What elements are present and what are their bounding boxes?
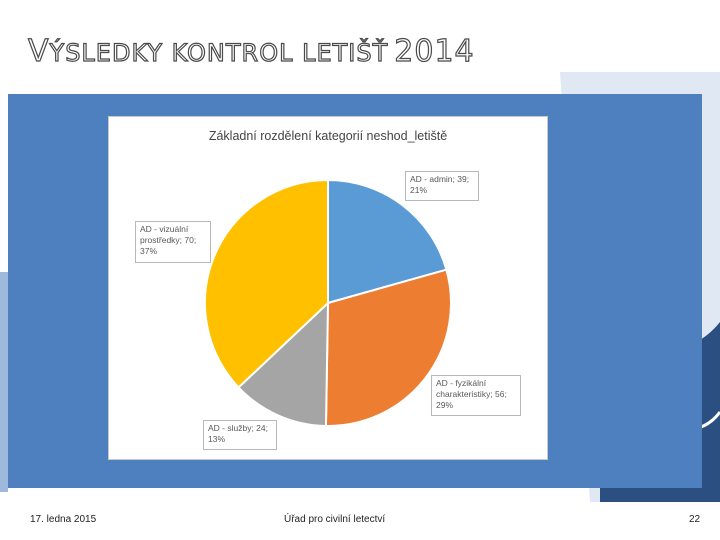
- footer-date: 17. ledna 2015: [30, 514, 97, 525]
- data-label-admin: AD - admin; 39; 21%: [405, 171, 479, 201]
- pie-slice-admin: [327, 178, 448, 305]
- pie-chart: Základní rozdělení kategorií neshod_leti…: [108, 116, 548, 460]
- data-label-vizualni: AD - vizuální prostředky; 70; 37%: [135, 221, 211, 263]
- slide-title-text: ÝSLEDKY KONTROL LETIŠŤ: [49, 38, 389, 67]
- data-label-sluzby: AD - služby; 24; 13%: [203, 420, 277, 450]
- chart-title: Základní rozdělení kategorií neshod_leti…: [208, 129, 448, 143]
- footer-organization: Úřad pro civilní letectví: [284, 514, 386, 525]
- pie-slice-vizualni: [204, 178, 329, 389]
- pie-slice-sluzby: [237, 300, 330, 427]
- data-label-fyzicke: AD - fyzikální charakteristiky; 56; 29%: [431, 375, 521, 416]
- slide-title-year: 2014: [394, 33, 475, 69]
- slide-title-initial: V: [27, 33, 50, 69]
- pie-slice-fyzicke: [324, 268, 452, 427]
- slide-title: VÝSLEDKY KONTROL LETIŠŤ 2014: [27, 33, 475, 74]
- page-number: 22: [689, 514, 701, 525]
- pie-chart-svg: [204, 178, 452, 427]
